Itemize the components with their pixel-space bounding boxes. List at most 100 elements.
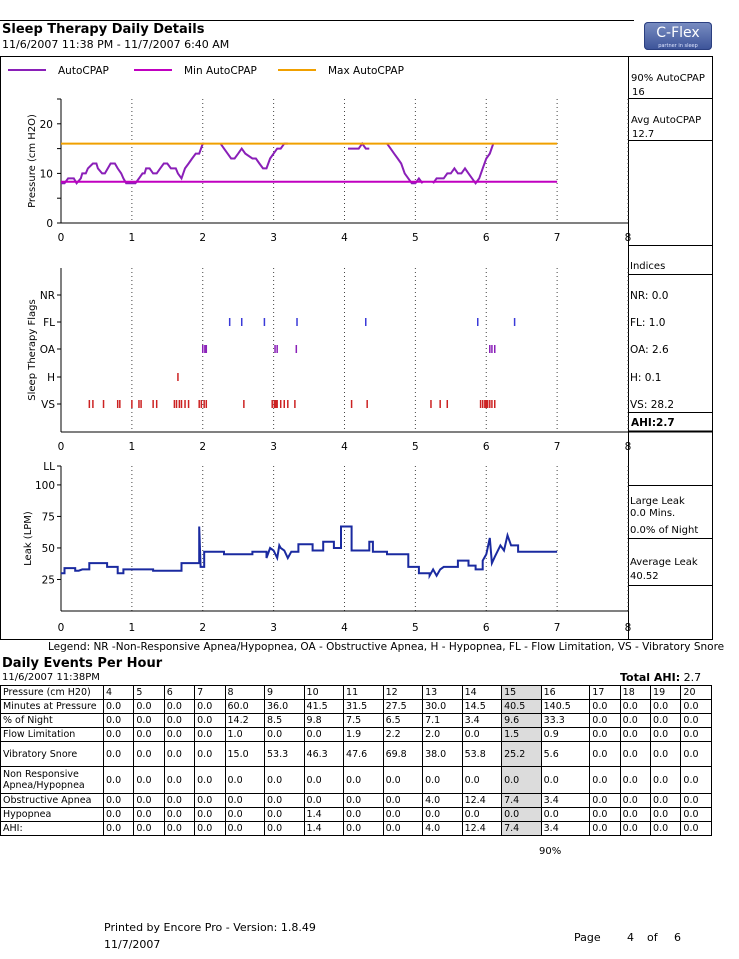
table-cell: 4.0 bbox=[422, 821, 463, 836]
y-tick-label: 0 bbox=[46, 218, 53, 230]
side-value-90pct: 16 bbox=[632, 87, 645, 98]
table-cell: 36.0 bbox=[264, 699, 305, 714]
table-cell: 0.0 bbox=[224, 807, 266, 822]
total-ahi-value: 2.7 bbox=[683, 671, 702, 684]
table-cell: 0.0 bbox=[303, 727, 345, 742]
table-cell: 0.0 bbox=[461, 766, 503, 794]
x-tick-label: 7 bbox=[554, 622, 561, 634]
flag-legend-text: Legend: NR -Non-Responsive Apnea/Hypopne… bbox=[48, 641, 725, 653]
x-tick-label: 4 bbox=[341, 622, 348, 634]
x-tick-label: 8 bbox=[625, 232, 632, 244]
row-label: Pressure (cm H20) bbox=[0, 685, 104, 700]
table-cell: 140.5 bbox=[540, 699, 591, 714]
table-cell: 15 bbox=[501, 685, 542, 700]
x-tick-label: 3 bbox=[270, 232, 277, 244]
logo-text: C-Flex bbox=[656, 25, 700, 41]
table-row: AHI: 0.0 0.0 0.0 0.0 0.0 0.0 1.4 0.0 0.0 4.0 12.4 7.… bbox=[0, 821, 712, 836]
table-row: % of Night 0.0 0.0 0.0 0.0 14.2 8.5 9.8 7.5 6.5 7.… bbox=[0, 713, 712, 728]
table-cell: 0.0 bbox=[650, 821, 682, 836]
table-cell: 0.0 bbox=[589, 727, 621, 742]
table-cell: 12.4 bbox=[461, 821, 503, 836]
table-cell: 40.5 bbox=[501, 699, 542, 714]
table-cell: 0.0 bbox=[680, 821, 712, 836]
y-tick-label: 100 bbox=[35, 480, 55, 492]
table-cell: 0.0 bbox=[650, 766, 682, 794]
series-leak bbox=[61, 525, 558, 580]
table-cell: 0.0 bbox=[264, 766, 305, 794]
table-cell: 3.4 bbox=[540, 793, 591, 808]
series-autocpap bbox=[219, 142, 288, 170]
table-cell: 0.0 bbox=[650, 727, 682, 742]
x-tick-label: 8 bbox=[625, 441, 632, 453]
table-cell: 25.2 bbox=[501, 741, 542, 767]
table-cell: 53.3 bbox=[264, 741, 305, 767]
average-leak-value: 40.52 bbox=[630, 571, 659, 582]
table-cell: 1.4 bbox=[303, 807, 345, 822]
table-cell: 2.0 bbox=[422, 727, 463, 742]
table-cell: 0.0 bbox=[619, 807, 652, 822]
table-cell: 7.5 bbox=[343, 713, 384, 728]
table-cell: 14.2 bbox=[224, 713, 266, 728]
row-label: Flow Limitation bbox=[0, 727, 104, 742]
table-cell: 0.0 bbox=[589, 766, 621, 794]
table-cell: 0.0 bbox=[619, 699, 652, 714]
table-cell: 6 bbox=[163, 685, 196, 700]
table-cell: 0.0 bbox=[133, 821, 165, 836]
table-cell: 0.0 bbox=[540, 807, 591, 822]
x-tick-label: 7 bbox=[554, 232, 561, 244]
table-cell: 18 bbox=[619, 685, 652, 700]
table-cell: 0.0 bbox=[589, 793, 621, 808]
row-label: Vibratory Snore bbox=[0, 741, 104, 767]
table-cell: 0.0 bbox=[680, 793, 712, 808]
table-cell: 19 bbox=[650, 685, 682, 700]
table-cell: 33.3 bbox=[540, 713, 591, 728]
large-leak-value: 0.0 Mins. bbox=[630, 508, 675, 519]
table-cell: 1.0 bbox=[224, 727, 266, 742]
table-date: 11/6/2007 11:38PM bbox=[2, 672, 100, 683]
table-cell: 0.0 bbox=[163, 766, 196, 794]
table-cell: 0.0 bbox=[501, 766, 542, 794]
table-cell: 46.3 bbox=[303, 741, 345, 767]
table-cell: 0.0 bbox=[619, 821, 652, 836]
y-axis-label: Leak (LPM) bbox=[23, 511, 34, 566]
table-cell: 0.0 bbox=[343, 766, 384, 794]
table-cell: 0.0 bbox=[194, 807, 226, 822]
row-label: Non Responsive Apnea/Hypopnea bbox=[0, 766, 104, 794]
table-cell: 0.0 bbox=[163, 821, 196, 836]
date-range: 11/6/2007 11:38 PM - 11/7/2007 6:40 AM bbox=[2, 38, 230, 51]
table-cell: 0.0 bbox=[650, 793, 682, 808]
table-cell: 0.0 bbox=[102, 741, 135, 767]
x-tick-label: 0 bbox=[58, 622, 65, 634]
table-cell: 0.0 bbox=[133, 766, 165, 794]
table-cell: 12.4 bbox=[461, 793, 503, 808]
y-axis-label: Pressure (cm H2O) bbox=[27, 114, 38, 208]
table-cell: 7.1 bbox=[422, 713, 463, 728]
table-cell: 0.0 bbox=[163, 713, 196, 728]
x-tick-label: 4 bbox=[341, 232, 348, 244]
row-label: Minutes at Pressure bbox=[0, 699, 104, 714]
table-cell: 14 bbox=[461, 685, 503, 700]
total-ahi: Total AHI: 2.7 bbox=[620, 671, 701, 684]
table-cell: 0.0 bbox=[224, 821, 266, 836]
header-rule bbox=[0, 20, 634, 21]
table-cell: 60.0 bbox=[224, 699, 266, 714]
table-cell: 8 bbox=[224, 685, 266, 700]
table-cell: 9.6 bbox=[501, 713, 542, 728]
table-cell: 0.0 bbox=[194, 821, 226, 836]
category-label: FL bbox=[43, 317, 55, 329]
c-flex-logo: C-Flex partner in sleep bbox=[644, 22, 712, 50]
table-cell: 0.0 bbox=[194, 713, 226, 728]
table-cell: 31.5 bbox=[343, 699, 384, 714]
table-cell: 0.0 bbox=[343, 793, 384, 808]
side-label-90pct: 90% AutoCPAP bbox=[631, 73, 705, 84]
table-cell: 1.4 bbox=[303, 821, 345, 836]
index-h: H: 0.1 bbox=[630, 372, 661, 384]
large-leak-percent: 0.0% of Night bbox=[630, 525, 698, 536]
x-tick-label: 0 bbox=[58, 441, 65, 453]
x-tick-label: 3 bbox=[270, 622, 277, 634]
table-cell: 0.0 bbox=[680, 699, 712, 714]
table-row: Vibratory Snore 0.0 0.0 0.0 0.0 15.0 53.3 46.3 4… bbox=[0, 741, 712, 767]
table-cell: 9 bbox=[264, 685, 305, 700]
table-cell: 16 bbox=[540, 685, 591, 700]
table-cell: 0.0 bbox=[343, 821, 384, 836]
